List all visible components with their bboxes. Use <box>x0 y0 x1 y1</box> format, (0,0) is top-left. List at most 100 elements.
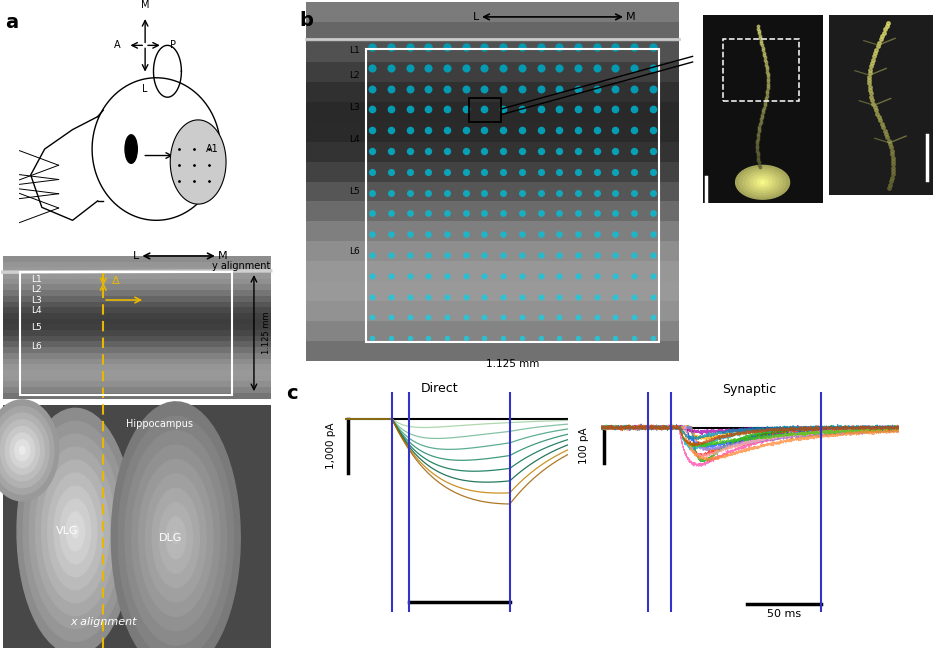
Polygon shape <box>146 474 206 602</box>
Bar <box>20 272 232 395</box>
Polygon shape <box>17 408 133 648</box>
Polygon shape <box>739 168 786 197</box>
Polygon shape <box>47 473 103 590</box>
Bar <box>306 2 679 22</box>
Bar <box>3 405 271 648</box>
Bar <box>306 281 679 301</box>
Polygon shape <box>170 120 226 204</box>
Polygon shape <box>112 402 240 648</box>
Bar <box>3 393 271 399</box>
Bar <box>3 364 271 370</box>
Bar <box>306 22 679 42</box>
Polygon shape <box>746 172 779 192</box>
Polygon shape <box>131 445 219 631</box>
Text: L: L <box>142 84 148 94</box>
Text: Direct: Direct <box>421 382 459 395</box>
Text: b: b <box>299 11 313 30</box>
Circle shape <box>125 135 137 163</box>
Text: L3: L3 <box>349 102 359 111</box>
Text: L2: L2 <box>30 285 42 294</box>
Bar <box>3 353 271 358</box>
Text: A: A <box>114 40 120 51</box>
Bar <box>306 341 679 361</box>
Text: DLG: DLG <box>159 533 182 543</box>
Polygon shape <box>42 460 109 603</box>
Bar <box>3 313 271 319</box>
Bar <box>723 40 799 102</box>
Bar <box>3 376 271 382</box>
Text: 1,000 pA: 1,000 pA <box>326 422 337 469</box>
Bar <box>469 98 501 122</box>
Bar <box>306 42 679 62</box>
Bar <box>3 290 271 296</box>
Polygon shape <box>0 406 54 494</box>
Polygon shape <box>166 517 185 559</box>
Bar <box>306 82 679 102</box>
Polygon shape <box>66 512 84 551</box>
Bar <box>3 387 271 393</box>
Bar <box>3 262 271 268</box>
Polygon shape <box>736 165 790 199</box>
Text: P: P <box>169 40 176 51</box>
Polygon shape <box>29 434 121 629</box>
Bar <box>3 336 271 341</box>
Text: 100 pA: 100 pA <box>579 427 588 464</box>
Polygon shape <box>20 446 26 454</box>
Text: L3: L3 <box>30 295 42 305</box>
Text: L1: L1 <box>30 275 42 284</box>
Bar <box>3 370 271 376</box>
Text: L5: L5 <box>30 323 42 332</box>
Text: M: M <box>626 12 636 22</box>
Text: y alignment: y alignment <box>212 261 271 271</box>
Text: 50 ms: 50 ms <box>767 609 801 619</box>
Polygon shape <box>6 426 40 474</box>
Bar <box>3 279 271 284</box>
Polygon shape <box>173 531 179 544</box>
Bar <box>306 181 679 202</box>
Text: c: c <box>286 384 297 403</box>
Polygon shape <box>0 413 49 487</box>
Polygon shape <box>757 179 768 186</box>
Text: a: a <box>6 13 19 32</box>
Bar <box>3 256 271 262</box>
Polygon shape <box>750 174 775 190</box>
Text: Δ: Δ <box>112 277 119 286</box>
Bar <box>3 296 271 301</box>
Polygon shape <box>159 503 193 573</box>
Text: L4: L4 <box>30 306 42 315</box>
Polygon shape <box>152 488 200 588</box>
Text: x alignment: x alignment <box>70 617 136 627</box>
Bar <box>3 307 271 313</box>
Bar <box>306 122 679 142</box>
Polygon shape <box>118 416 234 648</box>
Text: M: M <box>141 0 149 10</box>
Text: A1: A1 <box>205 144 219 154</box>
Text: 1.125 mm: 1.125 mm <box>486 359 539 369</box>
Bar <box>3 330 271 336</box>
Polygon shape <box>0 400 59 501</box>
Text: L4: L4 <box>349 135 359 144</box>
Bar <box>830 15 933 196</box>
Polygon shape <box>60 499 91 564</box>
Bar <box>306 222 679 241</box>
Text: Hippocampus: Hippocampus <box>126 419 193 430</box>
Bar <box>3 382 271 387</box>
Bar <box>306 261 679 281</box>
Bar <box>306 301 679 321</box>
Polygon shape <box>54 486 96 577</box>
Bar <box>703 15 823 203</box>
Polygon shape <box>36 447 115 616</box>
Text: L5: L5 <box>349 187 359 196</box>
Polygon shape <box>0 420 44 481</box>
Text: L6: L6 <box>30 342 42 351</box>
Bar <box>3 358 271 364</box>
Polygon shape <box>125 431 227 645</box>
Bar <box>306 161 679 181</box>
Polygon shape <box>10 433 35 468</box>
Polygon shape <box>15 440 30 461</box>
Text: L2: L2 <box>349 71 359 80</box>
Polygon shape <box>72 525 79 538</box>
Polygon shape <box>761 181 764 183</box>
Bar <box>366 49 659 342</box>
Bar <box>306 62 679 82</box>
